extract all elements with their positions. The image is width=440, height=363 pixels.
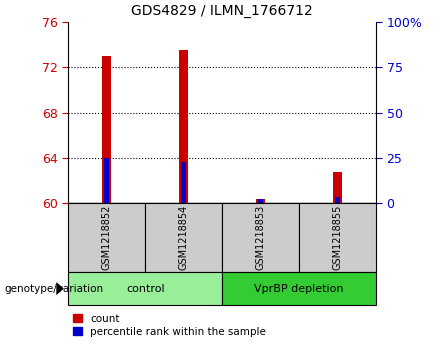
Text: GSM1218854: GSM1218854 bbox=[179, 205, 189, 270]
Text: GSM1218855: GSM1218855 bbox=[333, 205, 343, 270]
Bar bbox=[299, 203, 376, 272]
Bar bbox=[68, 203, 145, 272]
Bar bbox=[102, 56, 111, 203]
Bar bbox=[222, 272, 376, 305]
Bar bbox=[104, 158, 109, 203]
Bar bbox=[68, 272, 222, 305]
Text: GSM1218853: GSM1218853 bbox=[256, 205, 266, 270]
Bar bbox=[181, 162, 186, 203]
Text: genotype/variation: genotype/variation bbox=[4, 284, 103, 294]
Legend: count, percentile rank within the sample: count, percentile rank within the sample bbox=[73, 314, 266, 337]
Bar bbox=[256, 199, 265, 203]
Bar bbox=[333, 172, 342, 203]
Bar bbox=[179, 50, 188, 203]
Text: GSM1218852: GSM1218852 bbox=[102, 205, 112, 270]
Title: GDS4829 / ILMN_1766712: GDS4829 / ILMN_1766712 bbox=[131, 4, 313, 18]
Bar bbox=[335, 197, 340, 203]
Bar bbox=[258, 199, 263, 203]
Text: VprBP depletion: VprBP depletion bbox=[254, 284, 344, 294]
Bar bbox=[145, 203, 222, 272]
Bar bbox=[222, 203, 299, 272]
Text: control: control bbox=[126, 284, 165, 294]
